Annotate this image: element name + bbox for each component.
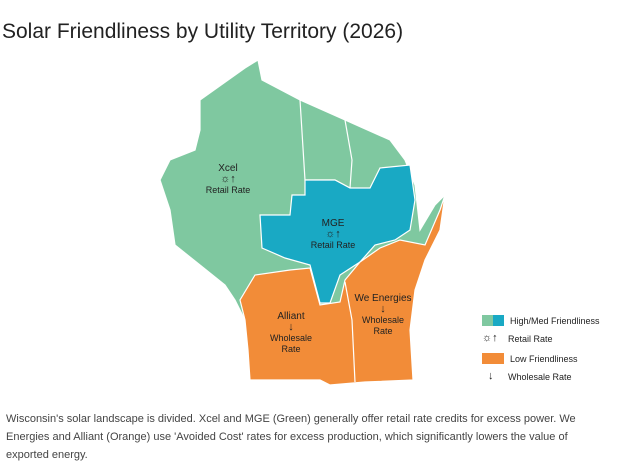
legend-label: High/Med Friendliness [510,316,600,326]
legend-icon: ☼↑ [482,332,498,344]
region-icon: ☼↑ [325,228,341,240]
region-name: Xcel [218,163,238,174]
legend-swatch-orange [482,353,504,364]
region-label: Alliant ↓ Wholesale Rate [265,311,317,355]
region-teal [259,164,416,304]
region-icon: ↓ [288,321,294,333]
legend-label: Retail Rate [508,334,553,344]
caption: Wisconsin's solar landscape is divided. … [6,413,576,461]
region-north-divider [299,99,353,189]
region-note: Wholesale Rate [361,315,405,336]
legend-label: Low Friendliness [510,354,578,364]
legend-swatch-green [482,315,493,326]
region-label: MGE ☼↑ Retail Rate [303,218,363,251]
region-note: Retail Rate [310,240,356,250]
region-icon: ↓ [380,303,386,315]
region-icon: ☼↑ [220,173,236,185]
region-label: Xcel ☼↑ Retail Rate [198,163,258,196]
legend-icon: ↓ [488,370,494,382]
legend-swatch-teal [493,315,504,326]
region-name: MGE [321,218,345,229]
region-note: Wholesale Rate [269,333,313,354]
region-name: Alliant [277,311,305,322]
region-note: Retail Rate [205,185,251,195]
region-name: We Energies [354,293,412,304]
title: Solar Friendliness by Utility Territory … [2,20,404,43]
region-boundary [344,281,356,383]
region-label: We Energies ↓ Wholesale Rate [350,293,416,337]
legend-label: Wholesale Rate [508,372,572,382]
region-orange [239,194,446,386]
